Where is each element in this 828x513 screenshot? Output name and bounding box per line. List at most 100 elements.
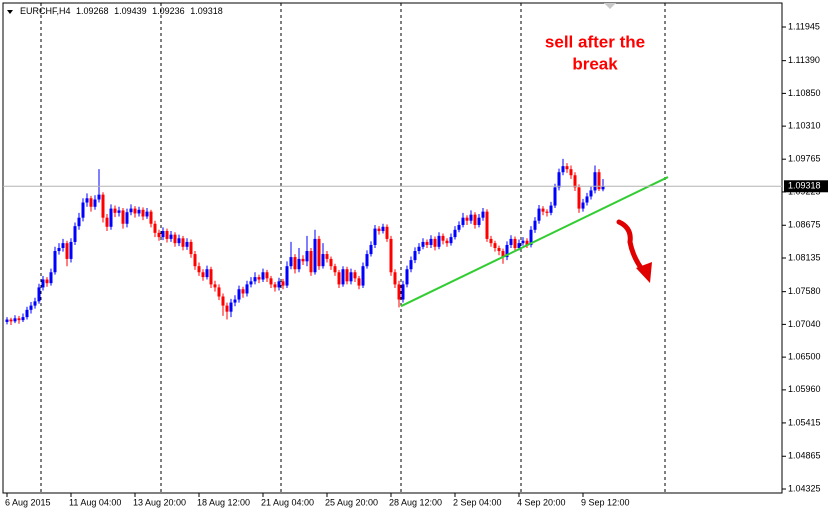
candle-body	[273, 284, 277, 288]
candle-body	[377, 228, 381, 232]
candle-body	[521, 240, 525, 244]
candle-body	[497, 248, 501, 252]
symbol: EURCHF,H4	[20, 6, 71, 16]
candle-body	[573, 175, 577, 188]
candle-body	[221, 296, 225, 306]
candle-body	[53, 251, 57, 273]
candle-body	[141, 209, 145, 217]
x-tick-label: 4 Sep 20:00	[517, 497, 566, 507]
candle-body	[489, 238, 493, 244]
y-tick-label: 1.05960	[788, 384, 821, 394]
candle-body	[129, 208, 133, 213]
candle-body	[177, 238, 181, 244]
candle-body	[557, 172, 561, 188]
candle-body	[321, 254, 325, 267]
candle-body	[393, 272, 397, 285]
y-tick-label: 1.08675	[788, 220, 821, 230]
candle-body	[413, 251, 417, 261]
candle-body	[161, 231, 165, 238]
candle-body	[373, 228, 377, 245]
candle-body	[361, 266, 365, 286]
candle-body	[401, 284, 405, 300]
candle-body	[417, 246, 421, 252]
candle-body	[337, 272, 341, 285]
candle-body	[45, 279, 49, 284]
x-tick-label: 9 Sep 12:00	[581, 497, 630, 507]
trendline	[400, 176, 669, 308]
arrow-head	[636, 262, 652, 283]
candle-body	[261, 272, 265, 280]
y-tick-label: 1.11390	[788, 55, 820, 65]
y-tick-label: 1.11945	[788, 21, 820, 31]
y-tick-label: 1.07580	[788, 286, 821, 296]
candle-body	[105, 217, 109, 227]
candle-body	[41, 279, 45, 288]
candle-body	[241, 289, 245, 294]
candle-body	[245, 284, 249, 294]
candle-body	[533, 220, 537, 230]
low: 1.09236	[152, 6, 185, 16]
header: EURCHF,H4 1.09268 1.09439 1.09236 1.0931…	[20, 6, 223, 16]
candle-body	[473, 214, 477, 225]
close: 1.09318	[190, 6, 223, 16]
candle-body	[317, 238, 321, 267]
candle-body	[9, 319, 13, 322]
candle-body	[249, 281, 253, 285]
y-tick-label: 1.08135	[788, 252, 821, 262]
y-tick-label: 1.05415	[788, 417, 821, 427]
candle-body	[89, 198, 93, 207]
candle-body	[233, 299, 237, 303]
candle-body	[457, 224, 461, 230]
y-tick-label: 1.04325	[788, 483, 821, 493]
candle-body	[65, 243, 69, 259]
candle-body	[381, 226, 385, 232]
candle-body	[237, 289, 241, 300]
candle-body	[601, 186, 605, 190]
candle-body	[165, 231, 169, 239]
y-tick-label: 1.10850	[788, 88, 821, 98]
candle-body	[293, 257, 297, 270]
candle-body	[537, 208, 541, 221]
candle-body	[269, 278, 273, 285]
candle-body	[389, 238, 393, 273]
candle-body	[209, 269, 213, 285]
y-tick-label: 1.04865	[788, 451, 821, 461]
candle-body	[405, 269, 409, 285]
candle-body	[137, 209, 141, 214]
candle-body	[257, 277, 261, 280]
candle-body	[585, 196, 589, 203]
candle-body	[197, 266, 201, 273]
candle-body	[125, 212, 129, 224]
candle-body	[313, 238, 317, 273]
candle-body	[205, 269, 209, 278]
candle-body	[505, 244, 509, 258]
candle-body	[437, 235, 441, 247]
candle-body	[189, 241, 193, 255]
candle-body	[181, 238, 185, 247]
candle-body	[425, 241, 429, 245]
candle-body	[465, 217, 469, 221]
candle-body	[481, 211, 485, 218]
candle-body	[593, 172, 597, 191]
x-tick-label: 21 Aug 04:00	[261, 497, 314, 507]
candle-body	[277, 281, 281, 288]
candle-body	[421, 241, 425, 247]
candle-body	[61, 243, 65, 248]
period-separators	[40, 3, 666, 493]
candle-body	[561, 166, 565, 173]
candle-body	[37, 287, 41, 302]
candle-body	[553, 187, 557, 206]
candle-body	[461, 217, 465, 225]
candle-body	[333, 266, 337, 273]
candle-body	[577, 187, 581, 209]
candle-body	[229, 302, 233, 312]
candle-body	[149, 211, 153, 224]
candle-body	[73, 226, 77, 242]
candle-body	[341, 269, 345, 285]
candle-body	[217, 287, 221, 297]
candle-body	[589, 190, 593, 197]
candle-body	[469, 214, 473, 221]
candle-body	[309, 251, 313, 273]
candle-body	[201, 272, 205, 278]
candle-body	[325, 254, 329, 259]
